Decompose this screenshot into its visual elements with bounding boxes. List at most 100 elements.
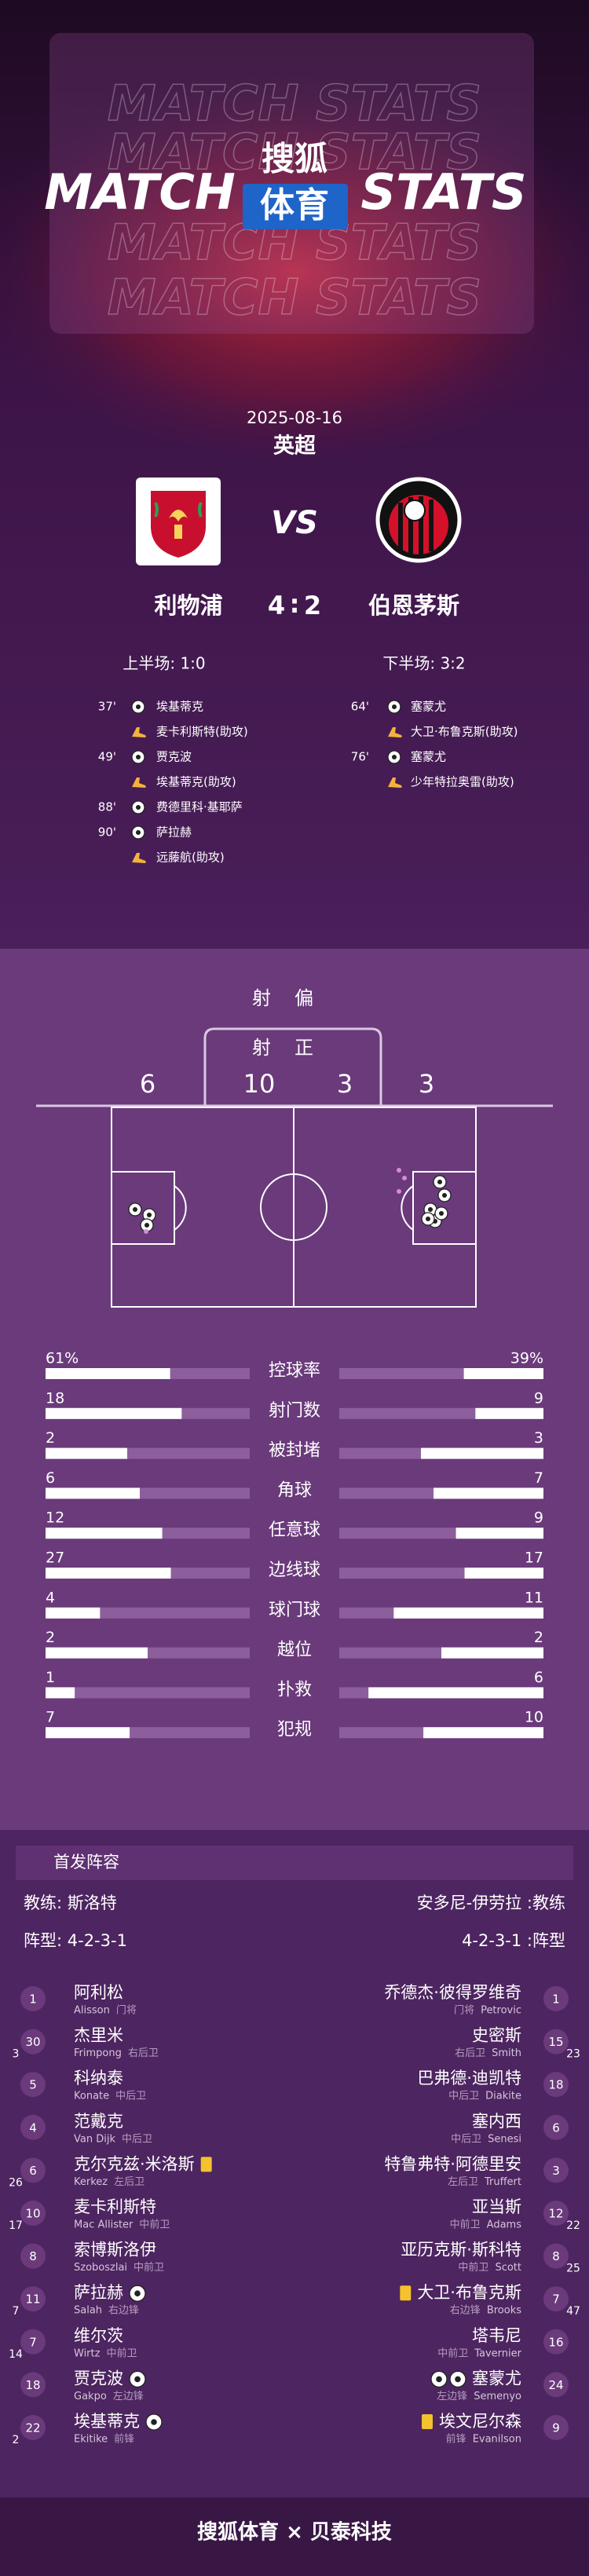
- away-formation: 4-2-3-1 :阵型: [462, 1931, 565, 1950]
- player-sub: 26: [9, 2176, 23, 2189]
- goal-icon-patch: [151, 2419, 157, 2425]
- player-name: 塞蒙尤: [472, 2369, 521, 2388]
- player-en: Wirtz: [74, 2347, 101, 2359]
- player-name: 亚历克斯·斯科特: [401, 2241, 521, 2259]
- header-panel: [49, 33, 534, 334]
- lineup-header-strip: [16, 1846, 573, 1880]
- assist-icon: [132, 853, 146, 863]
- player-pos: 左边锋: [113, 2391, 144, 2402]
- player-number: 9: [552, 2421, 560, 2435]
- yellow-card: [422, 2414, 433, 2429]
- shot-dot: [397, 1189, 401, 1194]
- player-sub: 14: [9, 2348, 23, 2361]
- header-left: MATCH: [44, 163, 235, 221]
- stat-bar-home: [46, 1528, 163, 1539]
- goal-icon-patch: [135, 829, 141, 836]
- home-team: 利物浦: [154, 592, 222, 619]
- event-minute: 49': [98, 750, 116, 764]
- player-pos: 右边锋: [450, 2305, 481, 2317]
- assist-icon: [388, 727, 402, 737]
- event-assist: 大卫·布鲁克斯(助攻): [411, 725, 518, 739]
- player-en: Van Dijk: [74, 2133, 115, 2145]
- brand: 搜狐: [262, 140, 327, 178]
- player-name: 大卫·布鲁克斯: [417, 2283, 521, 2302]
- player-en: Konate: [74, 2091, 109, 2102]
- player-name: 科纳泰: [74, 2069, 123, 2088]
- stat-away-value: 9: [534, 1509, 543, 1527]
- player-name: 克尔克兹·米洛斯: [74, 2154, 195, 2173]
- stat-label: 越位: [277, 1641, 312, 1660]
- player-number: 3: [552, 2164, 560, 2178]
- player-number-bg: [543, 2286, 569, 2312]
- stat-bar-away: [423, 1727, 543, 1739]
- shots-value: 6: [140, 1069, 155, 1099]
- player-number-bg: [20, 2114, 46, 2140]
- event-minute: 90': [98, 825, 116, 840]
- stat-label: 任意球: [269, 1520, 320, 1540]
- player-number-bg: [543, 1986, 569, 2011]
- home-crest-bird: [169, 510, 188, 539]
- player-number: 30: [25, 2035, 40, 2049]
- event-assist: 少年特拉奥雷(助攻): [411, 775, 514, 789]
- away-crest-stripes: [398, 496, 434, 554]
- stat-label: 射门数: [269, 1401, 320, 1421]
- lineup-background: [0, 1830, 589, 2497]
- player-name: 特鲁弗特·阿德里安: [384, 2154, 521, 2173]
- stat-bar-away: [475, 1407, 543, 1419]
- goal-icon-patch: [437, 1179, 443, 1185]
- shots-off-label: 射偏: [252, 987, 337, 1009]
- on-target-box: [203, 1027, 382, 1106]
- player-number-bg: [20, 2415, 46, 2440]
- player-number: 24: [548, 2378, 563, 2392]
- player-name: 贾克波: [74, 2369, 123, 2388]
- goal-icon-patch: [135, 704, 141, 710]
- event-assist: 埃基蒂克(助攻): [156, 775, 236, 789]
- away-half: 下半场: 3:2: [382, 654, 465, 673]
- home-crest-flame: [154, 502, 203, 518]
- stat-away-value: 11: [525, 1589, 543, 1606]
- player-en: Mac Allister: [74, 2219, 134, 2231]
- stat-label: 球门球: [269, 1601, 320, 1620]
- player-pos: 左后卫: [448, 2176, 478, 2188]
- stat-label: 被封堵: [269, 1441, 320, 1461]
- stat-away-value: 6: [534, 1669, 543, 1686]
- stat-home-value: 2: [46, 1629, 55, 1646]
- player-name: 范戴克: [74, 2112, 123, 2131]
- lineup-title: 首发阵容: [53, 1853, 119, 1872]
- stat-home-value: 4: [46, 1589, 55, 1606]
- stat-bar-away: [434, 1487, 543, 1499]
- player-pos: 前锋: [446, 2433, 466, 2446]
- goal-icon-patch: [135, 754, 141, 760]
- stat-home-value: 6: [46, 1469, 55, 1487]
- event-minute: 64': [351, 700, 369, 714]
- stat-home-value: 18: [46, 1389, 64, 1407]
- stat-label: 控球率: [269, 1361, 320, 1381]
- player-number: 10: [25, 2207, 40, 2221]
- yellow-card: [200, 2157, 212, 2172]
- player-en: Gakpo: [74, 2391, 107, 2402]
- assist-icon: [132, 778, 146, 788]
- player-number: 5: [29, 2078, 37, 2092]
- player-number: 12: [548, 2207, 563, 2221]
- player-pos: 右后卫: [128, 2047, 159, 2059]
- player-name: 杰里米: [74, 2026, 123, 2045]
- player-pos: 前锋: [114, 2433, 134, 2446]
- goal-icon-patch: [146, 1212, 152, 1218]
- pitch-center-circle: [260, 1173, 327, 1241]
- stat-away-value: 39%: [510, 1350, 543, 1367]
- stat-bar-away: [393, 1607, 543, 1619]
- event-scorer: 塞蒙尤: [411, 750, 446, 764]
- player-en: Frimpong: [74, 2047, 122, 2059]
- stat-bar-home: [46, 1368, 170, 1379]
- goal-icon-patch: [391, 704, 397, 710]
- player-name: 塔韦尼: [472, 2326, 521, 2345]
- player-name: 维尔茨: [74, 2326, 123, 2345]
- goal-icon-patch: [144, 1222, 150, 1228]
- player-number: 18: [548, 2078, 563, 2092]
- player-number-bg: [20, 2157, 46, 2183]
- player-number: 7: [29, 2335, 37, 2349]
- stat-bar-home: [46, 1447, 127, 1459]
- stat-bar-away: [368, 1687, 543, 1699]
- away-team: 伯恩茅斯: [368, 592, 459, 619]
